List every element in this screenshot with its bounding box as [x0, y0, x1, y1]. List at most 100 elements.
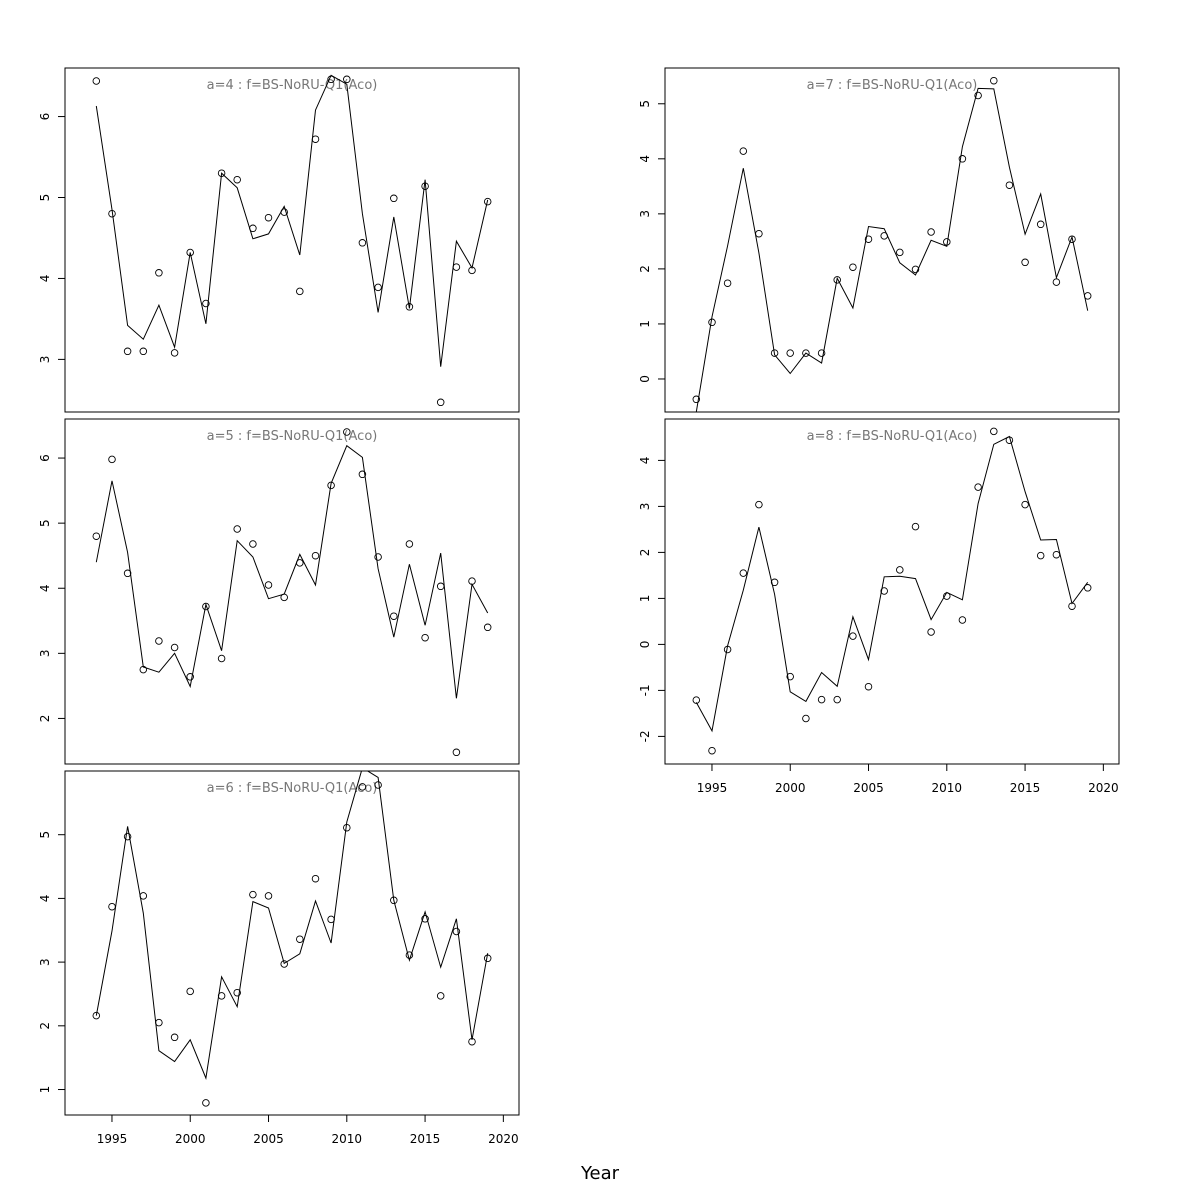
- observed-point: [264, 581, 273, 589]
- observed-point: [755, 500, 763, 509]
- observed-point: [233, 175, 241, 184]
- y-tick-label: 3: [38, 958, 52, 966]
- y-tick-label: 3: [638, 210, 652, 218]
- observed-point: [786, 349, 794, 357]
- observed-point: [390, 194, 398, 203]
- observed-point: [990, 427, 998, 436]
- observed-point: [452, 263, 461, 271]
- x-tick-label: 2010: [932, 781, 963, 795]
- observed-point: [974, 483, 982, 491]
- panel-frame: [664, 418, 1120, 765]
- observed-point: [343, 75, 351, 84]
- panel-data: [692, 76, 1092, 412]
- panel-4: a=8 : f=BS-NoRU-Q1(Aco) -2 -1 0 1 2 3 4 1995 2000…: [638, 418, 1120, 795]
- observed-point: [755, 229, 763, 238]
- observed-point: [958, 616, 967, 624]
- observed-point: [92, 532, 101, 540]
- panel-frame: [64, 67, 520, 413]
- observed-point: [264, 213, 273, 222]
- observed-point: [692, 395, 701, 404]
- observed-point: [343, 428, 351, 436]
- y-tick-label: 2: [638, 265, 652, 273]
- observed-point: [896, 566, 904, 574]
- observed-point: [249, 890, 257, 899]
- observed-point: [311, 551, 320, 560]
- observed-point: [92, 1011, 101, 1020]
- observed-point: [186, 673, 194, 681]
- observed-point: [170, 349, 179, 357]
- observed-point: [452, 748, 461, 757]
- panel-title: a=6 : f=BS-NoRU-Q1(Aco): [207, 781, 378, 796]
- observed-point: [170, 643, 179, 652]
- observed-point: [911, 265, 920, 274]
- x-tick-label: 2015: [1010, 781, 1041, 795]
- observed-point: [1052, 550, 1061, 559]
- y-tick-label: 4: [38, 584, 52, 592]
- observed-point: [296, 287, 304, 296]
- observed-point: [249, 540, 257, 548]
- observed-point: [108, 455, 116, 464]
- y-tick-label: -1: [638, 684, 652, 696]
- observed-point: [436, 398, 445, 407]
- observed-point: [311, 135, 320, 143]
- observed-point: [817, 695, 826, 704]
- x-tick-label: 2020: [1088, 781, 1119, 795]
- observed-point: [123, 832, 132, 841]
- observed-point: [155, 269, 163, 277]
- y-tick-label: 2: [638, 549, 652, 557]
- observed-point: [186, 248, 194, 257]
- observed-point: [264, 892, 273, 900]
- y-tick-label: 0: [638, 375, 652, 383]
- observed-point: [1036, 220, 1045, 229]
- x-tick-label: 2000: [775, 781, 806, 795]
- panel-5: a=6 : f=BS-NoRU-Q1(Aco) 1 2 3 4 5 1995 2000 2005…: [38, 770, 520, 1146]
- y-tick-label: 4: [638, 155, 652, 163]
- observed-point: [817, 349, 826, 357]
- panel-data: [92, 771, 492, 1107]
- observed-point: [770, 349, 779, 357]
- observed-point: [708, 746, 716, 755]
- fitted-line: [95, 74, 489, 367]
- observed-point: [92, 77, 101, 85]
- x-tick-label: 2005: [253, 1132, 284, 1146]
- panel-frame: [664, 67, 1120, 413]
- observed-point: [374, 781, 382, 789]
- observed-point: [864, 682, 873, 691]
- y-tick-label: 1: [638, 320, 652, 328]
- observed-point: [374, 283, 382, 292]
- observed-point: [1021, 500, 1029, 509]
- observed-point: [911, 522, 920, 531]
- panel-data: [92, 428, 492, 757]
- observed-point: [1036, 551, 1045, 560]
- fitted-line: [95, 444, 489, 699]
- fitted-line: [695, 435, 1089, 733]
- panel-title: a=8 : f=BS-NoRU-Q1(Aco): [807, 429, 978, 444]
- panel-frame: [64, 418, 520, 765]
- observed-point: [896, 248, 904, 257]
- x-tick-label: 2010: [332, 1132, 363, 1146]
- observed-point: [708, 318, 716, 327]
- x-tick-label: 2015: [410, 1132, 441, 1146]
- observed-point: [170, 1033, 179, 1042]
- observed-point: [1083, 584, 1092, 592]
- panel-2: a=7 : f=BS-NoRU-Q1(Aco) 0 1 2 3 4 5: [638, 67, 1120, 413]
- y-tick-label: 6: [38, 113, 52, 121]
- observed-point: [723, 279, 732, 287]
- y-tick-label: 3: [38, 356, 52, 364]
- y-tick-label: 1: [38, 1086, 52, 1094]
- panel-data: [92, 74, 492, 407]
- observed-point: [155, 637, 163, 645]
- x-tick-label: 1995: [97, 1132, 128, 1146]
- observed-point: [296, 935, 304, 943]
- x-tick-label: 2000: [175, 1132, 206, 1146]
- observed-point: [958, 155, 967, 163]
- observed-point: [358, 783, 367, 791]
- panel-title: a=5 : f=BS-NoRU-Q1(Aco): [207, 429, 378, 444]
- panel-data: [692, 427, 1092, 755]
- observed-point: [311, 874, 320, 883]
- y-tick-label: 0: [638, 641, 652, 649]
- observed-point: [358, 239, 367, 247]
- y-tick-label: 6: [38, 454, 52, 462]
- observed-point: [233, 525, 241, 533]
